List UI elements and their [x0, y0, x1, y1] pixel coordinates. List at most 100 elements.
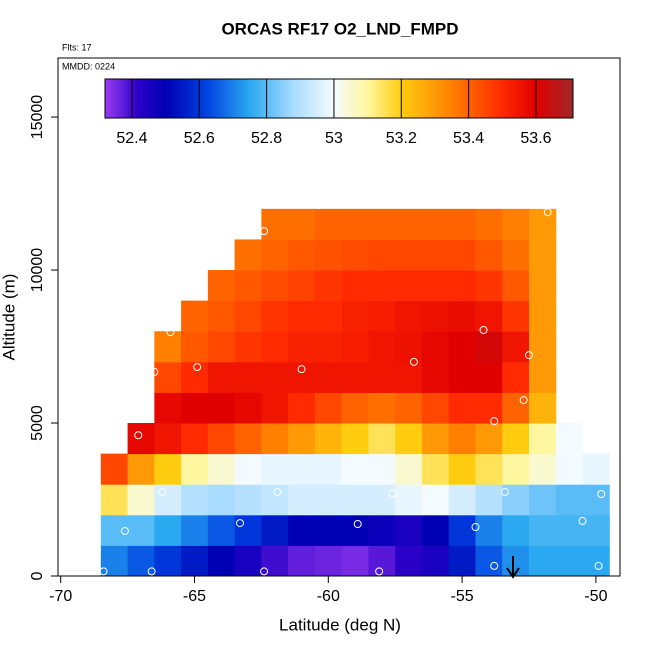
heat-cell	[368, 208, 396, 240]
plot-frame	[57, 57, 621, 577]
heat-cell	[421, 361, 450, 393]
heat-cell	[341, 453, 369, 485]
heat-cell	[234, 361, 262, 393]
heat-cell	[234, 300, 262, 332]
heat-cell	[421, 392, 450, 424]
heat-cell	[502, 514, 530, 546]
heat-cell	[448, 239, 476, 271]
sample-point	[500, 487, 509, 496]
heat-cell	[395, 484, 423, 516]
sample-point	[120, 527, 129, 536]
heat-cell	[100, 453, 129, 485]
heat-cell	[154, 484, 182, 516]
y-tick-label: 10000	[29, 248, 46, 293]
heat-cell	[341, 514, 369, 546]
heat-cell	[555, 545, 584, 577]
heat-cell	[288, 423, 316, 455]
heat-cell	[261, 331, 289, 363]
sample-point	[543, 208, 552, 217]
subtitle: Flts: 17	[62, 42, 92, 52]
heat-cell	[181, 300, 209, 332]
heat-cell	[288, 361, 316, 393]
heat-cell	[448, 270, 476, 302]
heat-cell	[341, 484, 369, 516]
sample-point	[99, 567, 108, 576]
heat-cell	[341, 208, 369, 240]
heat-cell	[421, 423, 450, 455]
heat-cell	[502, 392, 530, 424]
heat-cell	[181, 423, 209, 455]
heat-cell	[395, 270, 423, 302]
heat-cell	[395, 331, 423, 363]
heat-cell	[341, 239, 369, 271]
heat-cell	[502, 208, 530, 240]
sample-point	[353, 519, 362, 528]
heat-cell	[261, 208, 289, 240]
annotation: MMDD: 0224	[62, 61, 115, 71]
heat-cell	[395, 300, 423, 332]
heat-cell	[421, 545, 450, 577]
sample-point	[578, 516, 587, 525]
heat-cell	[582, 484, 610, 516]
heat-cell	[234, 239, 262, 271]
heat-cell	[207, 545, 236, 577]
colorbar-tick-label: 53.2	[386, 130, 417, 147]
heat-cell	[207, 514, 236, 546]
heat-cell	[181, 484, 209, 516]
sample-point	[471, 523, 480, 532]
heat-cell	[502, 239, 530, 271]
heat-cell	[555, 484, 584, 516]
heat-cell	[555, 514, 584, 546]
sample-point	[313, 201, 322, 210]
heat-cell	[154, 545, 182, 577]
heat-cell	[529, 514, 557, 546]
colorbar-fill	[104, 78, 574, 119]
y-tick-label: 5000	[29, 405, 46, 441]
heat-cell	[368, 484, 396, 516]
heat-cell	[555, 453, 584, 485]
x-tick-label: -65	[183, 588, 206, 605]
heat-cell	[207, 300, 236, 332]
heat-cell	[181, 361, 209, 393]
heat-cell	[234, 484, 262, 516]
colorbar-tick-label: 52.8	[251, 130, 282, 147]
sample-point	[525, 351, 534, 360]
x-tick-label: -50	[584, 588, 607, 605]
heat-cell	[341, 331, 369, 363]
heat-cell	[288, 514, 316, 546]
heat-cell	[368, 270, 396, 302]
heat-cell	[368, 453, 396, 485]
heat-cell	[127, 514, 155, 546]
heat-cell	[234, 545, 262, 577]
heat-cell	[207, 484, 236, 516]
heat-cell	[314, 331, 343, 363]
y-tick-label: 15000	[29, 95, 46, 140]
heat-cell	[448, 423, 476, 455]
heat-cell	[368, 514, 396, 546]
heat-cell	[181, 453, 209, 485]
sample-point	[134, 431, 143, 440]
heat-cell	[475, 392, 503, 424]
heat-cell	[154, 331, 182, 363]
y-tick-label: 0	[29, 571, 46, 580]
sample-point	[260, 227, 269, 236]
heat-cell	[288, 392, 316, 424]
sample-point	[479, 326, 488, 335]
colorbar-tick-label: 52.6	[184, 130, 215, 147]
sample-point	[409, 357, 418, 366]
heat-cell	[100, 545, 129, 577]
heat-cell	[448, 514, 476, 546]
chart-title: ORCAS RF17 O2_LND_FMPD	[221, 19, 458, 38]
heat-cell	[207, 423, 236, 455]
heat-cell	[475, 270, 503, 302]
heat-cell	[261, 453, 289, 485]
sample-point	[273, 487, 282, 496]
heat-cell	[502, 453, 530, 485]
heat-cell	[448, 331, 476, 363]
heat-cell	[314, 484, 343, 516]
sample-point	[375, 567, 384, 576]
heat-cell	[555, 423, 584, 455]
heat-cell	[448, 484, 476, 516]
heat-cell	[207, 331, 236, 363]
heat-cell	[529, 453, 557, 485]
